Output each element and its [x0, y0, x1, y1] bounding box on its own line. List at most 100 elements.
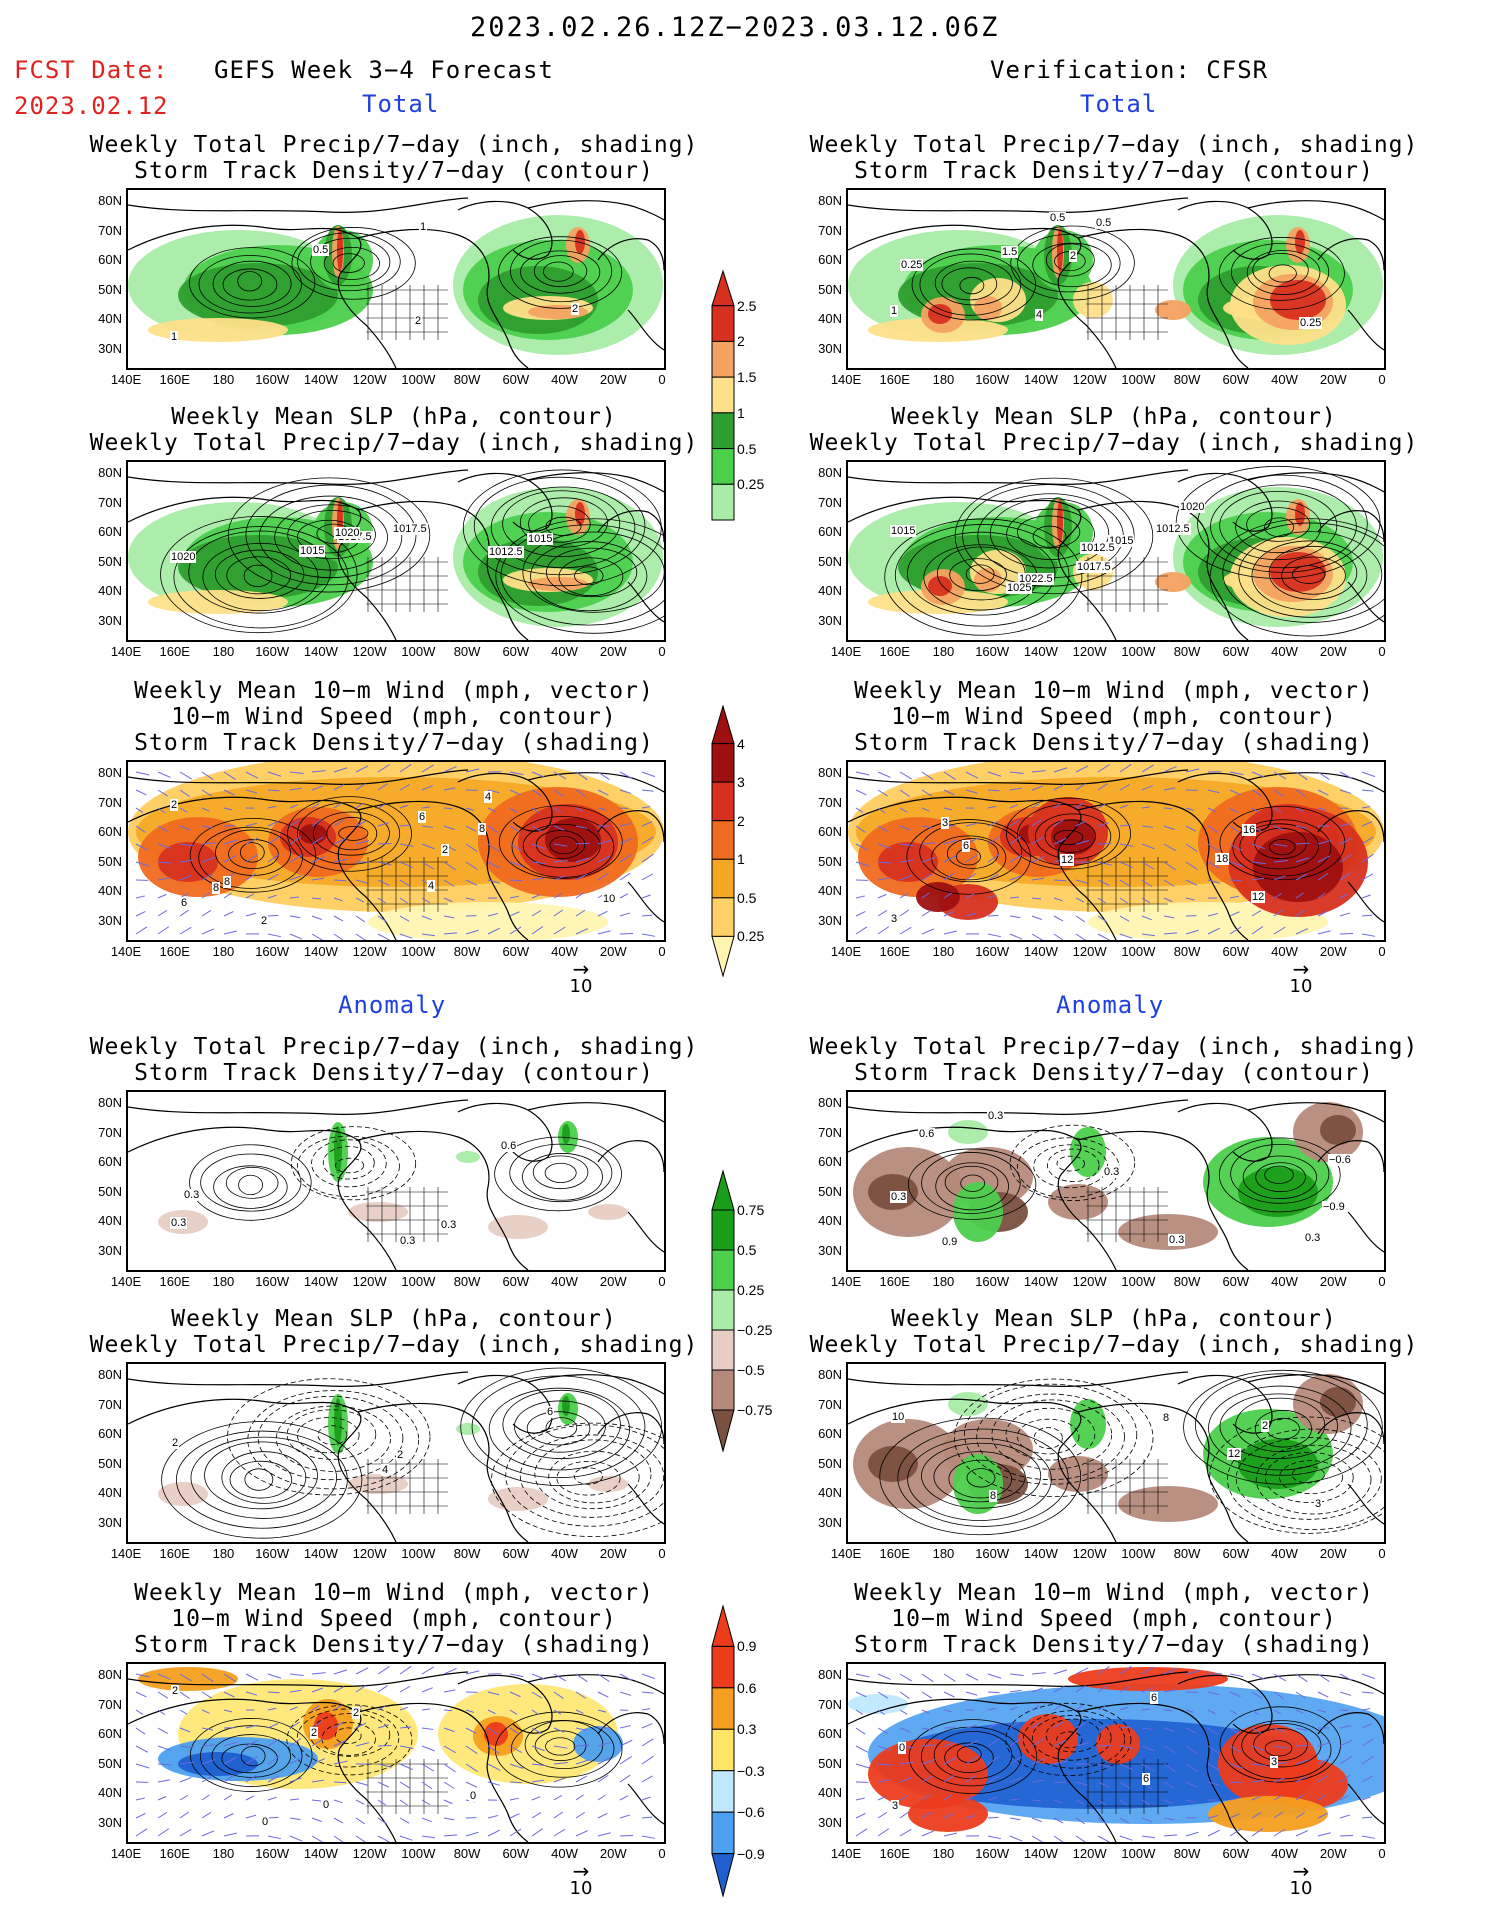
wind-vector — [1185, 825, 1197, 832]
shading-region — [575, 502, 585, 526]
contour-label: 0.3 — [183, 1189, 201, 1201]
shading-region — [1270, 280, 1326, 320]
wind-vector — [877, 1763, 892, 1766]
wind-vector — [1053, 1704, 1062, 1711]
lon-tick-label: 20W — [1319, 1546, 1347, 1561]
contour-line — [935, 1162, 1009, 1211]
wind-vector — [289, 1689, 302, 1693]
lon-tick-label: 180 — [932, 944, 955, 959]
coastline — [128, 1671, 469, 1687]
wind-vector — [1075, 840, 1090, 845]
shading-region — [314, 1712, 338, 1740]
contour-label: 0.5 — [1095, 217, 1113, 229]
wind-vector — [1361, 1796, 1371, 1801]
wind-vector — [157, 1812, 168, 1819]
wind-vector — [377, 933, 390, 940]
lon-tick-label: 20W — [1319, 1846, 1347, 1861]
lon-tick-label: 140E — [830, 372, 862, 387]
lon-tick-label: 160E — [159, 644, 190, 659]
wind-vector — [421, 1666, 434, 1675]
wind-vector — [1229, 926, 1242, 935]
wind-vector — [1229, 771, 1244, 776]
contour-line — [1033, 1427, 1063, 1449]
contour-label: 0.3 — [987, 1110, 1005, 1122]
wind-vector — [465, 879, 478, 886]
wind-vector — [575, 1775, 587, 1783]
wind-vector — [619, 1739, 633, 1747]
wind-vector — [355, 1817, 365, 1825]
colorbar-label: 0.5 — [737, 1242, 757, 1258]
wind-vector — [289, 1777, 302, 1783]
contour-line — [175, 1430, 348, 1529]
lon-tick-label: 80W — [453, 372, 481, 387]
wind-vector — [333, 1835, 344, 1842]
wind-vector — [465, 825, 477, 832]
contour-line — [222, 268, 278, 301]
contour-line — [498, 236, 623, 309]
wind-vector — [855, 843, 869, 851]
lon-tick-label: 40W — [1271, 1846, 1298, 1861]
contour-line — [548, 1450, 640, 1504]
panel-title-line: Weekly Total Precip/7−day (inch, shading… — [89, 1034, 699, 1060]
wind-vector — [855, 1745, 869, 1753]
wind-vector — [1119, 1817, 1130, 1824]
contour-label: 1012.5 — [1155, 523, 1191, 535]
contour-line — [1251, 540, 1368, 611]
contour-label: 6 — [546, 1406, 555, 1418]
wind-vector — [553, 1673, 567, 1682]
wind-vector — [1339, 932, 1354, 935]
wind-vector — [1075, 765, 1089, 773]
shading-region — [948, 1392, 988, 1416]
wind-vector — [1273, 807, 1282, 813]
contour-label: 0.3 — [1304, 1232, 1322, 1244]
contour-line — [1292, 565, 1326, 584]
contour-line — [225, 1166, 279, 1199]
wind-vector — [465, 843, 478, 852]
contour-line — [919, 822, 1023, 883]
wind-vector — [201, 910, 212, 917]
coastline — [357, 800, 529, 940]
wind-vector — [509, 911, 520, 917]
wind-vector — [1097, 1705, 1106, 1711]
contour-line — [198, 255, 302, 314]
wind-vector — [1053, 897, 1063, 902]
wind-vector — [1075, 879, 1088, 884]
shading-region — [1057, 228, 1063, 272]
wind-vector — [509, 771, 524, 776]
wind-vector — [1119, 1685, 1131, 1693]
contour-line — [500, 524, 664, 626]
wind-vector — [641, 873, 653, 881]
colorbar-swatch — [711, 1249, 735, 1291]
contour-line — [1032, 525, 1067, 548]
shading-region — [1320, 1387, 1356, 1417]
wind-vector — [1031, 1705, 1040, 1711]
wind-vector — [465, 929, 479, 935]
shading-region — [148, 590, 288, 614]
wind-vector — [157, 1795, 167, 1801]
lat-tick-label: 30N — [98, 912, 122, 928]
wind-vector — [1229, 1727, 1240, 1735]
lon-tick-label: 140E — [110, 372, 142, 387]
panel-title-line: Weekly Total Precip/7−day (inch, shading… — [89, 132, 699, 158]
wind-vector — [201, 856, 216, 863]
wind-vector — [1009, 933, 1023, 940]
wind-vector — [1097, 915, 1107, 923]
wind-vector — [1361, 1738, 1374, 1747]
contour-line — [1242, 1155, 1317, 1199]
wind-vector — [921, 910, 932, 917]
contour-line — [1022, 1710, 1126, 1769]
wind-vector — [223, 1741, 238, 1747]
wind-vector — [509, 789, 521, 796]
contour-line — [949, 558, 1007, 592]
wind-vector — [965, 1739, 979, 1747]
contour-label: 1015 — [890, 525, 917, 537]
lon-tick-label: 0 — [1378, 1274, 1386, 1289]
wind-vector — [921, 1691, 933, 1699]
wind-vector — [311, 803, 320, 809]
wind-vector — [1053, 837, 1067, 845]
wind-vector — [619, 1834, 634, 1837]
contour-line — [200, 1153, 302, 1212]
wind-vector — [1119, 1745, 1134, 1749]
contour-line — [879, 1417, 1082, 1536]
wind-vector — [333, 897, 343, 902]
